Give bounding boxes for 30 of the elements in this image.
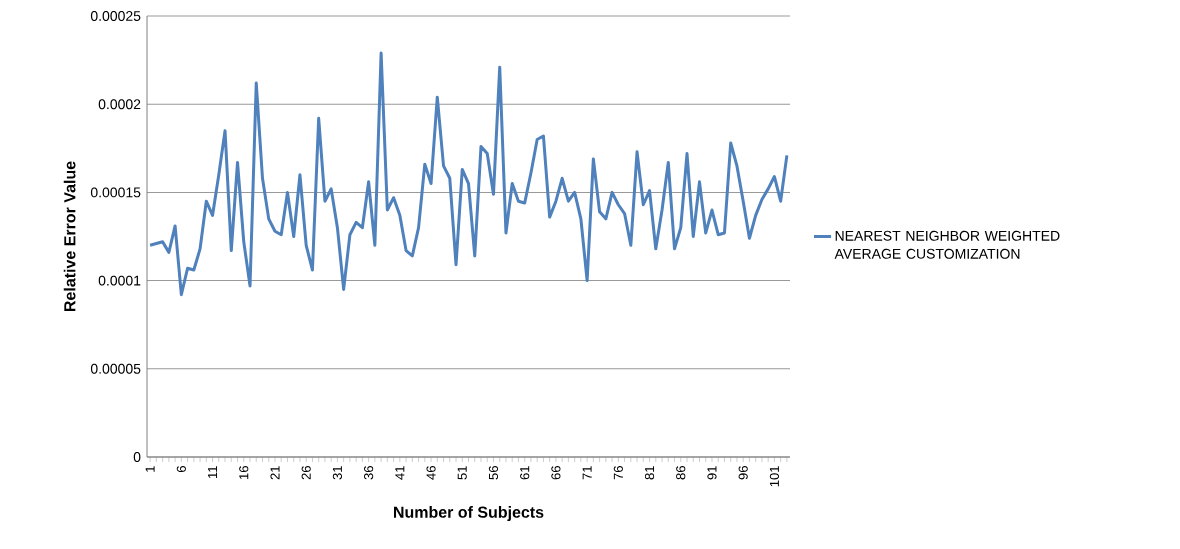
y-tick-label: 0.0001	[98, 275, 141, 286]
y-tick-label: 0.00005	[90, 363, 141, 374]
x-tick-label: 56	[488, 466, 499, 480]
x-tick-label: 26	[301, 466, 311, 480]
x-axis-title: Number of Subjects	[394, 506, 544, 522]
y-tick-label: 0	[133, 452, 141, 462]
x-tick-label: 51	[457, 466, 467, 480]
x-tick-label: 91	[707, 466, 717, 480]
x-tick-label: 31	[332, 466, 343, 480]
x-tick-label: 6	[176, 466, 186, 473]
y-axis-title: Relative Error Value	[63, 161, 76, 312]
x-tick-label: 21	[270, 466, 280, 480]
x-tick-label: 61	[520, 466, 530, 480]
x-tick-label: 101	[769, 466, 779, 487]
x-tick-label: 86	[676, 466, 686, 480]
x-tick-label: 36	[364, 466, 374, 480]
x-tick-label: 11	[208, 466, 218, 479]
x-tick-label: 41	[395, 466, 405, 480]
x-tick-label: 81	[644, 466, 655, 480]
y-tick-label: 0.00015	[90, 187, 141, 198]
x-tick-label: 46	[426, 466, 436, 480]
x-tick-label: 71	[582, 466, 592, 480]
y-tick-label: 0.00025	[90, 11, 141, 21]
legend-label: NEAREST NEIGHBOR WEIGHTED AVERAGE CUSTOMIZATION	[834, 230, 1060, 259]
x-tick-label: 66	[551, 466, 561, 480]
y-tick-label: 0.0002	[98, 99, 141, 110]
x-tick-label: 76	[613, 466, 623, 480]
x-tick-label: 1	[145, 466, 155, 472]
x-tick-label: 16	[239, 466, 249, 480]
x-tick-label: 96	[738, 466, 748, 480]
